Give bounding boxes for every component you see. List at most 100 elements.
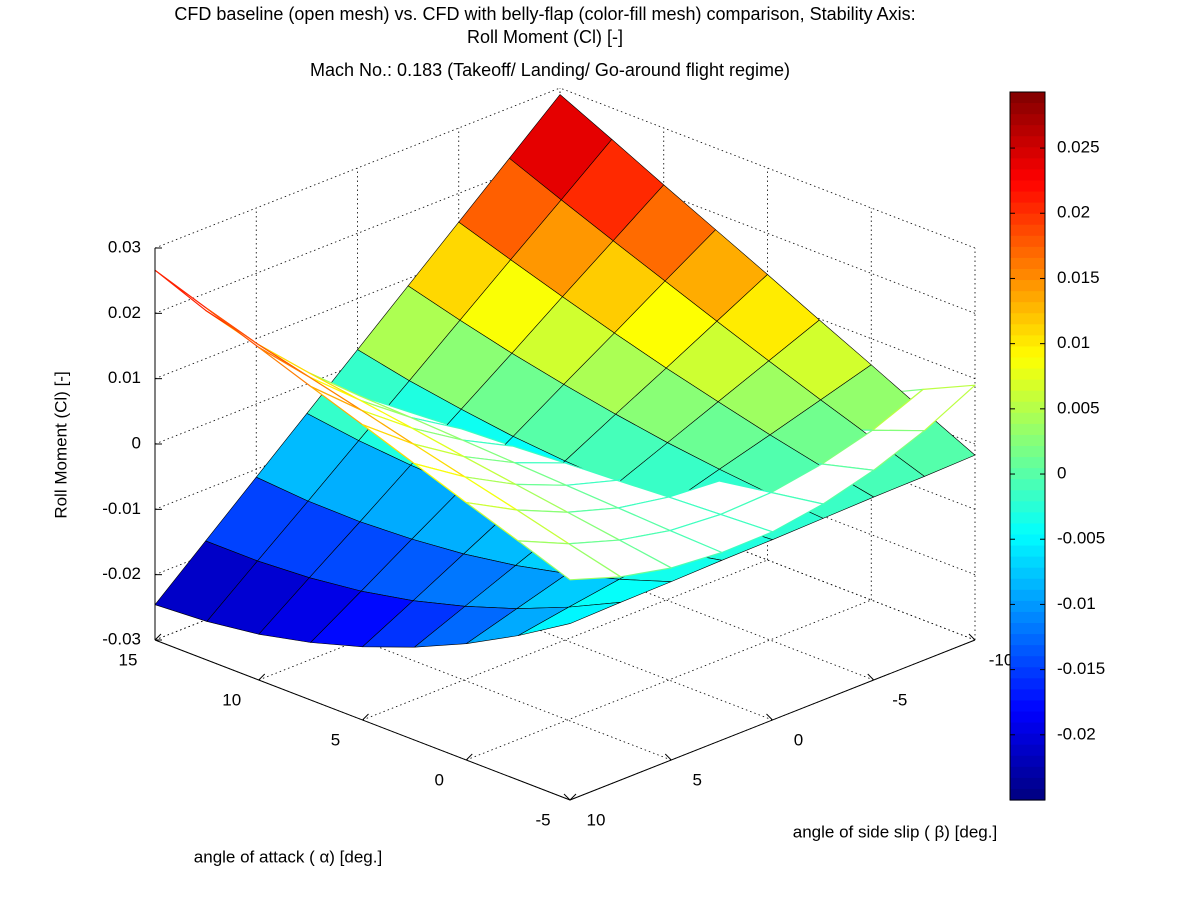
colorbar-step xyxy=(1010,346,1045,359)
grid-line xyxy=(154,218,561,380)
colorbar-step xyxy=(1010,335,1045,348)
chart-subtitle: Mach No.: 0.183 (Takeoff/ Landing/ Go-ar… xyxy=(310,60,790,80)
colorbar-step xyxy=(1010,534,1045,547)
y-tick-label: 0 xyxy=(794,730,803,749)
grid-line xyxy=(154,87,561,249)
colorbar-step xyxy=(1010,423,1045,436)
colorbar-step xyxy=(1010,368,1045,381)
colorbar-step xyxy=(1010,700,1045,713)
grid-line xyxy=(466,599,872,761)
colorbar-step xyxy=(1010,136,1045,148)
y-axis-label: angle of side slip ( β) [deg.] xyxy=(793,822,997,841)
chart-title: Roll Moment (Cl) [-] xyxy=(467,27,623,47)
colorbar-step xyxy=(1010,114,1045,126)
colorbar-step xyxy=(1010,667,1045,679)
colorbar-step xyxy=(1010,711,1045,724)
colorbar-step xyxy=(1010,645,1045,657)
x-tick-label: -5 xyxy=(535,810,550,829)
x-tick-label: 5 xyxy=(331,730,340,749)
colorbar-tick-label: -0.01 xyxy=(1057,594,1096,613)
colorbar-step xyxy=(1010,324,1045,336)
z-tick-label: -0.01 xyxy=(102,499,141,518)
colorbar-step xyxy=(1010,434,1045,447)
x-axis-label: angle of attack ( α) [deg.] xyxy=(194,847,382,866)
z-tick-label: 0.01 xyxy=(108,368,141,387)
y-tick xyxy=(968,633,976,641)
colorbar-step xyxy=(1010,390,1045,403)
x-tick xyxy=(362,713,369,721)
colorbar-step xyxy=(1010,313,1045,325)
colorbar-step xyxy=(1010,280,1045,292)
colorbar-step xyxy=(1010,269,1045,281)
x-tick-label: 0 xyxy=(435,770,444,789)
colorbar-tick-label: -0.015 xyxy=(1057,659,1105,678)
y-tick xyxy=(766,713,773,721)
colorbar-step xyxy=(1010,678,1045,690)
colorbar-step xyxy=(1010,357,1045,370)
colorbar-step xyxy=(1010,468,1045,480)
colorbar-tick-label: 0.015 xyxy=(1057,268,1100,287)
colorbar-step xyxy=(1010,257,1045,270)
colorbar-tick-label: -0.005 xyxy=(1057,529,1105,548)
surface-cell xyxy=(517,601,621,636)
colorbar-frame xyxy=(1009,91,1046,801)
grid-line xyxy=(154,152,561,314)
y-tick-label: -5 xyxy=(892,690,907,709)
colorbar-step xyxy=(1010,457,1045,469)
x-tick xyxy=(258,673,266,681)
colorbar-step xyxy=(1010,600,1045,613)
grid-line xyxy=(258,519,664,681)
colorbar-step xyxy=(1010,589,1045,602)
colorbar-step xyxy=(1010,689,1045,702)
colorbar-step xyxy=(1010,401,1045,414)
colorbar-step xyxy=(1010,180,1045,193)
z-tick-label: -0.03 xyxy=(102,629,141,648)
colorbar-step xyxy=(1010,656,1045,668)
z-tick-label: 0.03 xyxy=(108,237,141,256)
z-axis-label: Roll Moment (Cl) [-] xyxy=(51,371,70,518)
y-tick xyxy=(867,673,875,681)
grid-line xyxy=(362,559,768,721)
chart-title: CFD baseline (open mesh) vs. CFD with be… xyxy=(174,4,915,24)
y-tick-label: 10 xyxy=(587,810,606,829)
colorbar-step xyxy=(1010,501,1045,513)
colorbar-step xyxy=(1010,744,1045,757)
colorbar-step xyxy=(1010,777,1045,790)
colorbar-step xyxy=(1010,733,1045,746)
colorbar-step xyxy=(1010,291,1045,303)
y-tick-label: 5 xyxy=(693,770,702,789)
colorbar-step xyxy=(1010,766,1045,779)
colorbar-tick-label: 0 xyxy=(1057,464,1066,483)
colorbar-tick-label: 0.005 xyxy=(1057,398,1100,417)
colorbar-tick-label: -0.02 xyxy=(1057,724,1096,743)
grid-line xyxy=(154,348,561,510)
colorbar-step xyxy=(1010,158,1045,171)
colorbar-step xyxy=(1010,246,1045,259)
colorbar-step xyxy=(1010,92,1045,104)
colorbar-step xyxy=(1010,545,1045,558)
colorbar-step xyxy=(1010,446,1045,458)
colorbar-step xyxy=(1010,523,1045,536)
y-tick xyxy=(563,793,571,801)
colorbar-step xyxy=(1010,634,1045,646)
colorbar-step xyxy=(1010,302,1045,314)
x-tick-label: 10 xyxy=(222,690,241,709)
colorbar-step xyxy=(1010,479,1045,491)
x-tick-label: 15 xyxy=(119,650,138,669)
colorbar-step xyxy=(1010,224,1045,237)
colorbar-step xyxy=(1010,213,1045,226)
colorbar-tick-label: 0.02 xyxy=(1057,203,1090,222)
x-tick xyxy=(154,633,162,641)
colorbar-step xyxy=(1010,412,1045,425)
colorbar-step xyxy=(1010,567,1045,580)
colorbar-step xyxy=(1010,722,1045,735)
colorbar-step xyxy=(1010,202,1045,215)
z-tick-label: 0 xyxy=(132,433,141,452)
colorbar-step xyxy=(1010,788,1045,801)
x-tick xyxy=(465,753,473,761)
grid-line xyxy=(154,283,561,445)
colorbar-step xyxy=(1010,125,1045,137)
colorbar-tick-label: 0.025 xyxy=(1057,138,1100,157)
